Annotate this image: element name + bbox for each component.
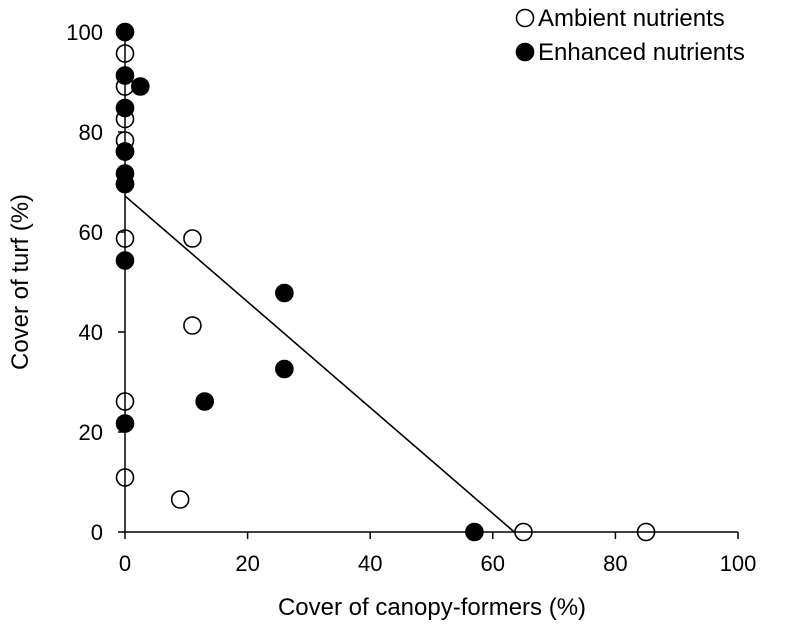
enhanced-point — [115, 22, 135, 42]
y-tick-label: 40 — [79, 320, 103, 345]
y-axis-title: Cover of turf (%) — [7, 194, 34, 370]
ambient-point — [115, 468, 135, 487]
ambient-point — [115, 44, 135, 63]
axes: 0 20 40 60 80 100 0 20 40 60 80 100 — [66, 20, 756, 576]
enhanced-point — [115, 98, 135, 118]
enhanced-point — [115, 174, 135, 194]
y-tick-label: 60 — [79, 220, 103, 245]
enhanced-point — [195, 392, 214, 411]
legend-label-enhanced: Enhanced nutrients — [538, 39, 745, 66]
enhanced-point — [115, 142, 135, 161]
ambient-point — [170, 490, 190, 509]
y-tick-label: 0 — [91, 520, 103, 545]
ambient-point — [514, 522, 533, 542]
data-points — [115, 22, 656, 542]
x-tick-label: 40 — [358, 551, 382, 576]
legend-marker-enhanced — [515, 42, 535, 62]
enhanced-point — [465, 522, 484, 542]
x-axis-title: Cover of canopy-formers (%) — [278, 594, 586, 621]
ambient-point — [636, 522, 656, 542]
ambient-point — [115, 229, 135, 248]
legend-label-ambient: Ambient nutrients — [538, 5, 725, 32]
legend: Ambient nutrients Enhanced nutrients — [515, 5, 745, 66]
legend-marker-ambient — [515, 8, 535, 28]
x-tick-label: 60 — [481, 551, 505, 576]
x-tick-label: 80 — [603, 551, 627, 576]
x-tick-label: 20 — [235, 551, 259, 576]
ambient-point — [183, 229, 202, 248]
trendline-group — [124, 195, 515, 533]
enhanced-point — [115, 66, 135, 85]
trendline — [124, 195, 515, 533]
enhanced-point — [131, 77, 150, 96]
enhanced-point — [115, 414, 135, 433]
y-tick-label: 20 — [79, 420, 103, 445]
enhanced-point — [115, 251, 135, 270]
y-tick-label: 100 — [66, 20, 103, 45]
x-tick-label: 0 — [119, 551, 131, 576]
ambient-point — [183, 316, 202, 335]
y-tick-label: 80 — [79, 120, 103, 145]
ambient-point — [115, 392, 135, 411]
enhanced-point — [275, 359, 294, 379]
enhanced-point — [275, 283, 294, 303]
x-tick-label: 100 — [720, 551, 757, 576]
